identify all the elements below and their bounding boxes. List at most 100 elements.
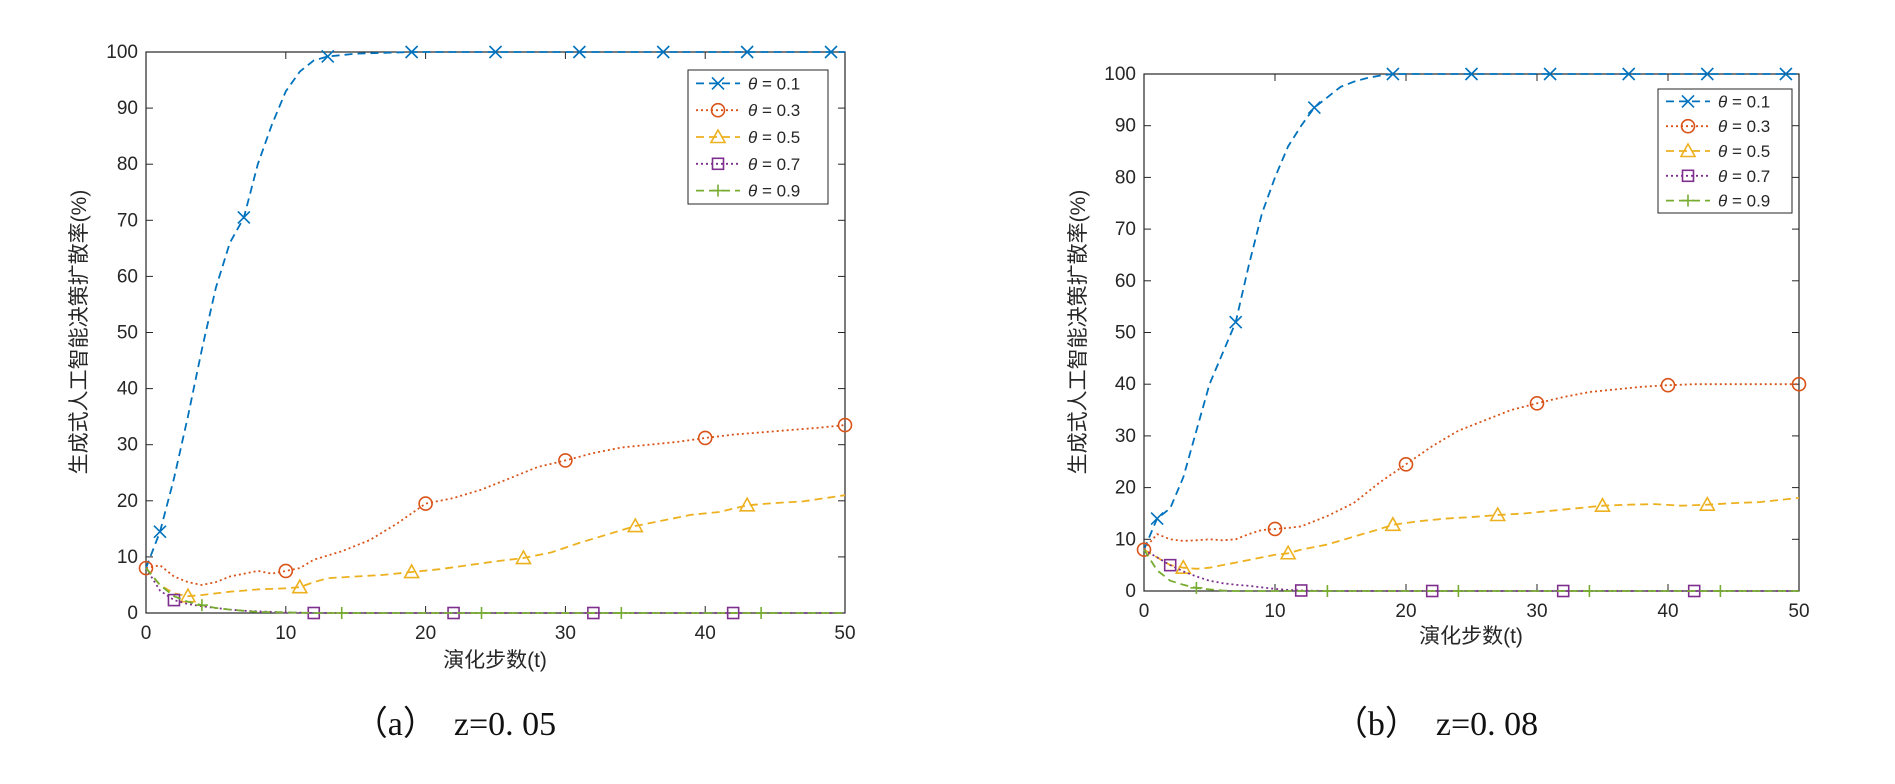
y-tick-label: 60 [117,266,138,287]
marker-stroke [740,45,754,59]
y-tick-label: 80 [1115,167,1136,188]
x-tick-label: 20 [1395,601,1416,622]
data-point-marker [1594,497,1611,512]
legend-value: = 0.5 [757,128,800,147]
data-point-marker [1452,585,1465,597]
series-2 [138,417,853,586]
data-point-marker [755,607,768,619]
legend-value: = 0.5 [1727,142,1770,161]
legend-item: θ = 0.9 [696,182,800,201]
marker-stroke [1307,101,1321,115]
series-1 [1143,67,1799,550]
legend-label: θ = 0.9 [748,182,800,201]
data-point-marker [475,607,488,619]
marker-stroke [656,45,670,59]
y-tick-label: 50 [117,323,138,344]
legend-value: = 0.1 [1727,92,1770,111]
data-point-marker [335,607,348,619]
data-point-marker [418,496,433,511]
y-tick-label: 80 [117,154,138,175]
legend-label: θ = 0.5 [1718,142,1770,161]
legend-label: θ = 0.7 [748,155,800,174]
legend-greek: θ [748,128,758,147]
chart-panel-b: 0 10 20 30 40 50 60 70 80 90 100 0 10 20 30 40 50 生成式人工智能… [1067,64,1810,743]
legend-value: = 0.7 [757,155,800,174]
x-tick-label: 20 [415,623,436,644]
legend-item: θ = 0.7 [696,155,800,174]
series-2 [1136,376,1807,557]
data-point-marker [1267,521,1283,537]
legend-greek: θ [1718,192,1728,211]
legend-swatch-marker [1679,142,1697,158]
legend-value: = 0.3 [1727,117,1770,136]
y-tick-label: 40 [117,379,138,400]
y-tick-label: 70 [1115,219,1136,240]
data-point-marker [488,45,503,59]
x-tick-label: 10 [275,623,296,644]
legend-value: = 0.7 [1727,167,1770,186]
y-tick-label: 10 [117,547,138,568]
legend-swatch-marker [710,102,726,118]
data-point-marker [153,525,167,539]
legend-greek: θ [1718,92,1728,111]
legend-swatch-marker [1681,94,1695,108]
data-point-marker [1150,512,1164,526]
chart-panel-a: 0 10 20 30 40 50 60 70 80 90 100 0 10 20 30 40 50 生成式人工智能… [68,42,856,743]
data-point-marker [558,453,573,468]
x-axis-label: 演化步数(t) [443,649,547,672]
data-point-marker [726,606,740,620]
data-point-marker [656,45,670,59]
y-tick-label: 0 [1125,581,1136,602]
data-point-marker [572,45,586,59]
legend-item: θ = 0.5 [696,128,800,147]
legend-item: θ = 0.1 [1666,92,1770,111]
marker-stroke [1386,67,1400,81]
legend-item: θ = 0.3 [1666,117,1770,136]
x-tick-label: 40 [1657,601,1678,622]
data-point-marker [1529,396,1545,411]
legend-value: = 0.3 [757,101,800,120]
legend-label: θ = 0.5 [748,128,800,147]
marker-stroke [153,525,167,539]
y-tick-label: 100 [106,42,138,63]
y-tick-label: 90 [117,98,138,119]
legend-greek: θ [748,182,758,201]
legend-greek: θ [1718,142,1728,161]
x-tick-label: 30 [1526,601,1547,622]
data-point-marker [1779,67,1793,81]
data-point-marker [321,49,335,64]
marker-stroke [1229,315,1243,329]
x-tick-label: 50 [1788,601,1809,622]
x-tick-label: 30 [555,623,576,644]
marker-stroke [237,210,251,225]
legend-label: θ = 0.9 [1718,192,1770,211]
legend-label: θ = 0.1 [1718,92,1770,111]
data-point-marker [1163,558,1177,572]
data-point-marker [738,496,756,512]
series-1 [145,45,845,569]
data-point-marker [626,517,644,533]
legend-greek: θ [1718,167,1728,186]
series-line [1143,383,1799,551]
data-point-marker [1307,101,1321,115]
data-point-marker [1583,585,1596,597]
legend-item: θ = 0.3 [696,101,800,120]
y-tick-label: 60 [1115,271,1136,292]
legend-label: θ = 0.7 [1718,167,1770,186]
legend-swatch-marker [712,184,724,197]
legend-item: θ = 0.1 [696,74,800,93]
marker-stroke [1543,67,1557,81]
y-tick-label: 30 [117,435,138,456]
data-point-marker [1543,67,1557,81]
y-tick-label: 20 [1115,478,1136,499]
series-3 [1143,496,1800,575]
data-point-marker [1384,516,1402,532]
legend-item: θ = 0.7 [1666,167,1770,186]
data-point-marker [237,210,251,225]
legend-value: = 0.1 [757,74,800,93]
legend-swatch-marker [709,128,727,144]
x-tick-label: 40 [695,623,716,644]
series-5 [145,567,845,619]
series-line [1143,549,1799,592]
